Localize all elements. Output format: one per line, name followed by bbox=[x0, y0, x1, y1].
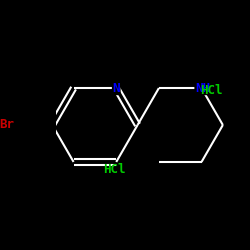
Text: Br: Br bbox=[0, 118, 14, 132]
Text: HCl: HCl bbox=[200, 84, 222, 96]
Text: N: N bbox=[112, 82, 120, 94]
Text: HCl: HCl bbox=[103, 163, 126, 176]
Text: NH: NH bbox=[195, 82, 210, 94]
